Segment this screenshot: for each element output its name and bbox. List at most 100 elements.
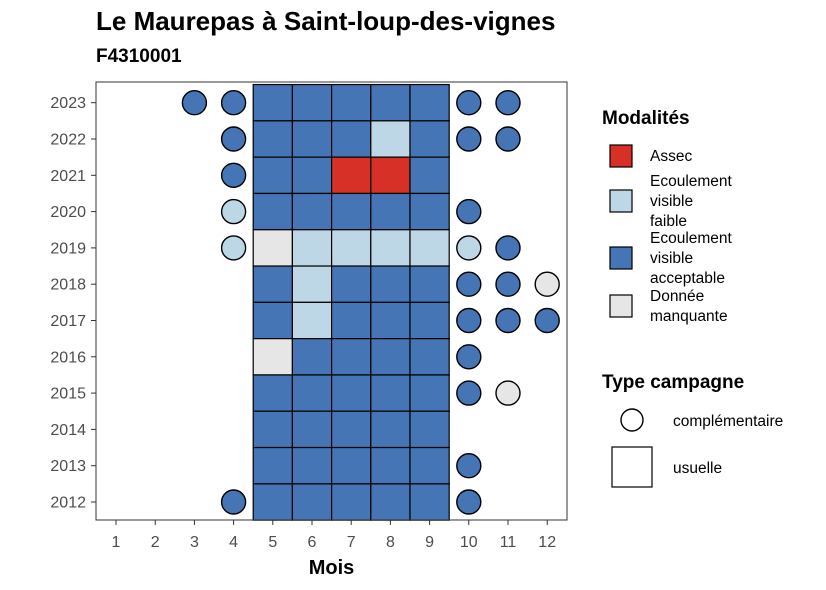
point-2012-10 bbox=[456, 489, 482, 515]
tile-2016-9 bbox=[409, 338, 450, 376]
x-tick-label-9: 9 bbox=[425, 534, 434, 551]
legend-title-type-campagne: Type campagne bbox=[602, 372, 744, 393]
tile-2023-7 bbox=[331, 83, 372, 122]
point-2015-10 bbox=[456, 380, 482, 406]
y-axis: 2012 2013 2014 2015 2016 2017 2018 2019 2020 2021… bbox=[50, 95, 96, 512]
tile-2016-7 bbox=[331, 338, 372, 376]
tile-2012-6 bbox=[291, 483, 333, 521]
point-2016-10 bbox=[456, 344, 482, 370]
y-tick-label-2017: 2017 bbox=[50, 313, 86, 330]
tile-2016-5 bbox=[252, 338, 293, 376]
x-tick-label-7: 7 bbox=[347, 534, 356, 551]
legend-swatch-4 bbox=[609, 294, 633, 318]
point-2022-11 bbox=[495, 126, 521, 152]
x-axis-title: Mois bbox=[309, 557, 355, 579]
legend: Modalités Assec Ecoulement visible faibleEco… bbox=[602, 108, 783, 488]
chart-marks bbox=[181, 83, 560, 521]
tile-2023-9 bbox=[409, 83, 450, 122]
tile-2012-5 bbox=[252, 483, 293, 521]
tile-2017-7 bbox=[331, 301, 372, 340]
point-2023-11 bbox=[495, 89, 521, 116]
tile-2018-7 bbox=[331, 265, 372, 303]
x-tick-label-1: 1 bbox=[112, 534, 121, 551]
tile-2020-5 bbox=[252, 192, 293, 231]
tile-2020-7 bbox=[331, 192, 372, 231]
point-2022-4 bbox=[220, 126, 247, 152]
legend-label-campagne-2: usuelle bbox=[673, 460, 722, 477]
y-tick-label-2020: 2020 bbox=[50, 204, 86, 221]
point-2013-10 bbox=[456, 453, 482, 479]
tile-2015-8 bbox=[370, 374, 411, 412]
point-2023-4 bbox=[220, 89, 247, 116]
tile-2012-9 bbox=[409, 483, 450, 521]
tile-2018-5 bbox=[252, 265, 293, 303]
x-tick-label-2: 2 bbox=[151, 534, 160, 551]
point-2015-11 bbox=[495, 380, 521, 406]
x-tick-label-5: 5 bbox=[268, 534, 277, 551]
tile-2023-6 bbox=[291, 83, 333, 122]
tile-2012-8 bbox=[370, 483, 411, 521]
tile-2017-6 bbox=[291, 301, 333, 340]
y-tick-label-2013: 2013 bbox=[50, 458, 86, 475]
tile-2013-7 bbox=[331, 446, 372, 485]
tile-2013-6 bbox=[291, 446, 333, 485]
tile-2018-8 bbox=[370, 265, 411, 303]
tile-2021-6 bbox=[291, 156, 333, 195]
legend-label-4: Donnée manquante bbox=[650, 288, 728, 325]
x-tick-label-4: 4 bbox=[229, 534, 238, 551]
tile-2021-9 bbox=[409, 156, 450, 195]
tile-2019-8 bbox=[370, 229, 411, 267]
tile-2022-9 bbox=[409, 120, 450, 158]
tile-2022-5 bbox=[252, 120, 293, 158]
tile-2015-6 bbox=[291, 374, 333, 412]
point-2017-10 bbox=[456, 307, 482, 334]
tile-2022-6 bbox=[291, 120, 333, 158]
point-2019-4 bbox=[220, 235, 247, 261]
x-tick-label-12: 12 bbox=[538, 534, 556, 551]
point-2022-10 bbox=[456, 126, 482, 152]
point-2017-12 bbox=[534, 307, 560, 334]
chart-title: Le Maurepas à Saint-loup-des-vignes bbox=[96, 6, 556, 36]
tile-2014-7 bbox=[331, 410, 372, 449]
tile-2017-9 bbox=[409, 301, 450, 340]
tile-2014-9 bbox=[409, 410, 450, 449]
point-2018-12 bbox=[534, 271, 560, 297]
x-tick-label-3: 3 bbox=[190, 534, 199, 551]
point-2020-4 bbox=[220, 198, 247, 225]
tile-2018-6 bbox=[291, 265, 333, 303]
point-2018-11 bbox=[495, 271, 521, 297]
x-tick-label-6: 6 bbox=[308, 534, 317, 551]
tile-2020-8 bbox=[370, 192, 411, 231]
point-2023-10 bbox=[456, 89, 482, 116]
tile-2019-6 bbox=[291, 229, 333, 267]
tile-2020-9 bbox=[409, 192, 450, 231]
y-tick-label-2018: 2018 bbox=[50, 277, 86, 294]
point-2019-11 bbox=[495, 235, 521, 261]
y-tick-label-2022: 2022 bbox=[50, 132, 86, 149]
tile-2014-5 bbox=[252, 410, 293, 449]
y-tick-label-2015: 2015 bbox=[50, 386, 86, 403]
tile-2022-8 bbox=[370, 120, 411, 158]
point-2019-10 bbox=[456, 235, 482, 261]
y-tick-label-2016: 2016 bbox=[50, 349, 86, 366]
x-tick-label-11: 11 bbox=[500, 534, 517, 551]
legend-shape-circle bbox=[620, 408, 644, 432]
point-2017-11 bbox=[495, 307, 521, 334]
tile-2017-5 bbox=[252, 301, 293, 340]
tile-2021-8 bbox=[370, 156, 411, 195]
x-axis: 1 2 3 4 5 6 7 8 9 10 11 12 bbox=[112, 520, 556, 551]
tile-2012-7 bbox=[331, 483, 372, 521]
legend-label-3: Ecoulement visible acceptable bbox=[650, 230, 733, 287]
legend-title-modalites: Modalités bbox=[602, 108, 690, 129]
tile-2018-9 bbox=[409, 265, 450, 303]
tile-2023-5 bbox=[252, 83, 293, 122]
tile-2022-7 bbox=[331, 120, 372, 158]
point-2023-3 bbox=[181, 89, 208, 116]
legend-swatch-3 bbox=[609, 246, 633, 270]
point-2021-4 bbox=[220, 162, 247, 189]
point-2020-10 bbox=[456, 198, 482, 225]
legend-label-2: Ecoulement visible faible bbox=[650, 173, 733, 230]
tile-2021-5 bbox=[252, 156, 293, 195]
plot-panel-border bbox=[95, 81, 568, 521]
